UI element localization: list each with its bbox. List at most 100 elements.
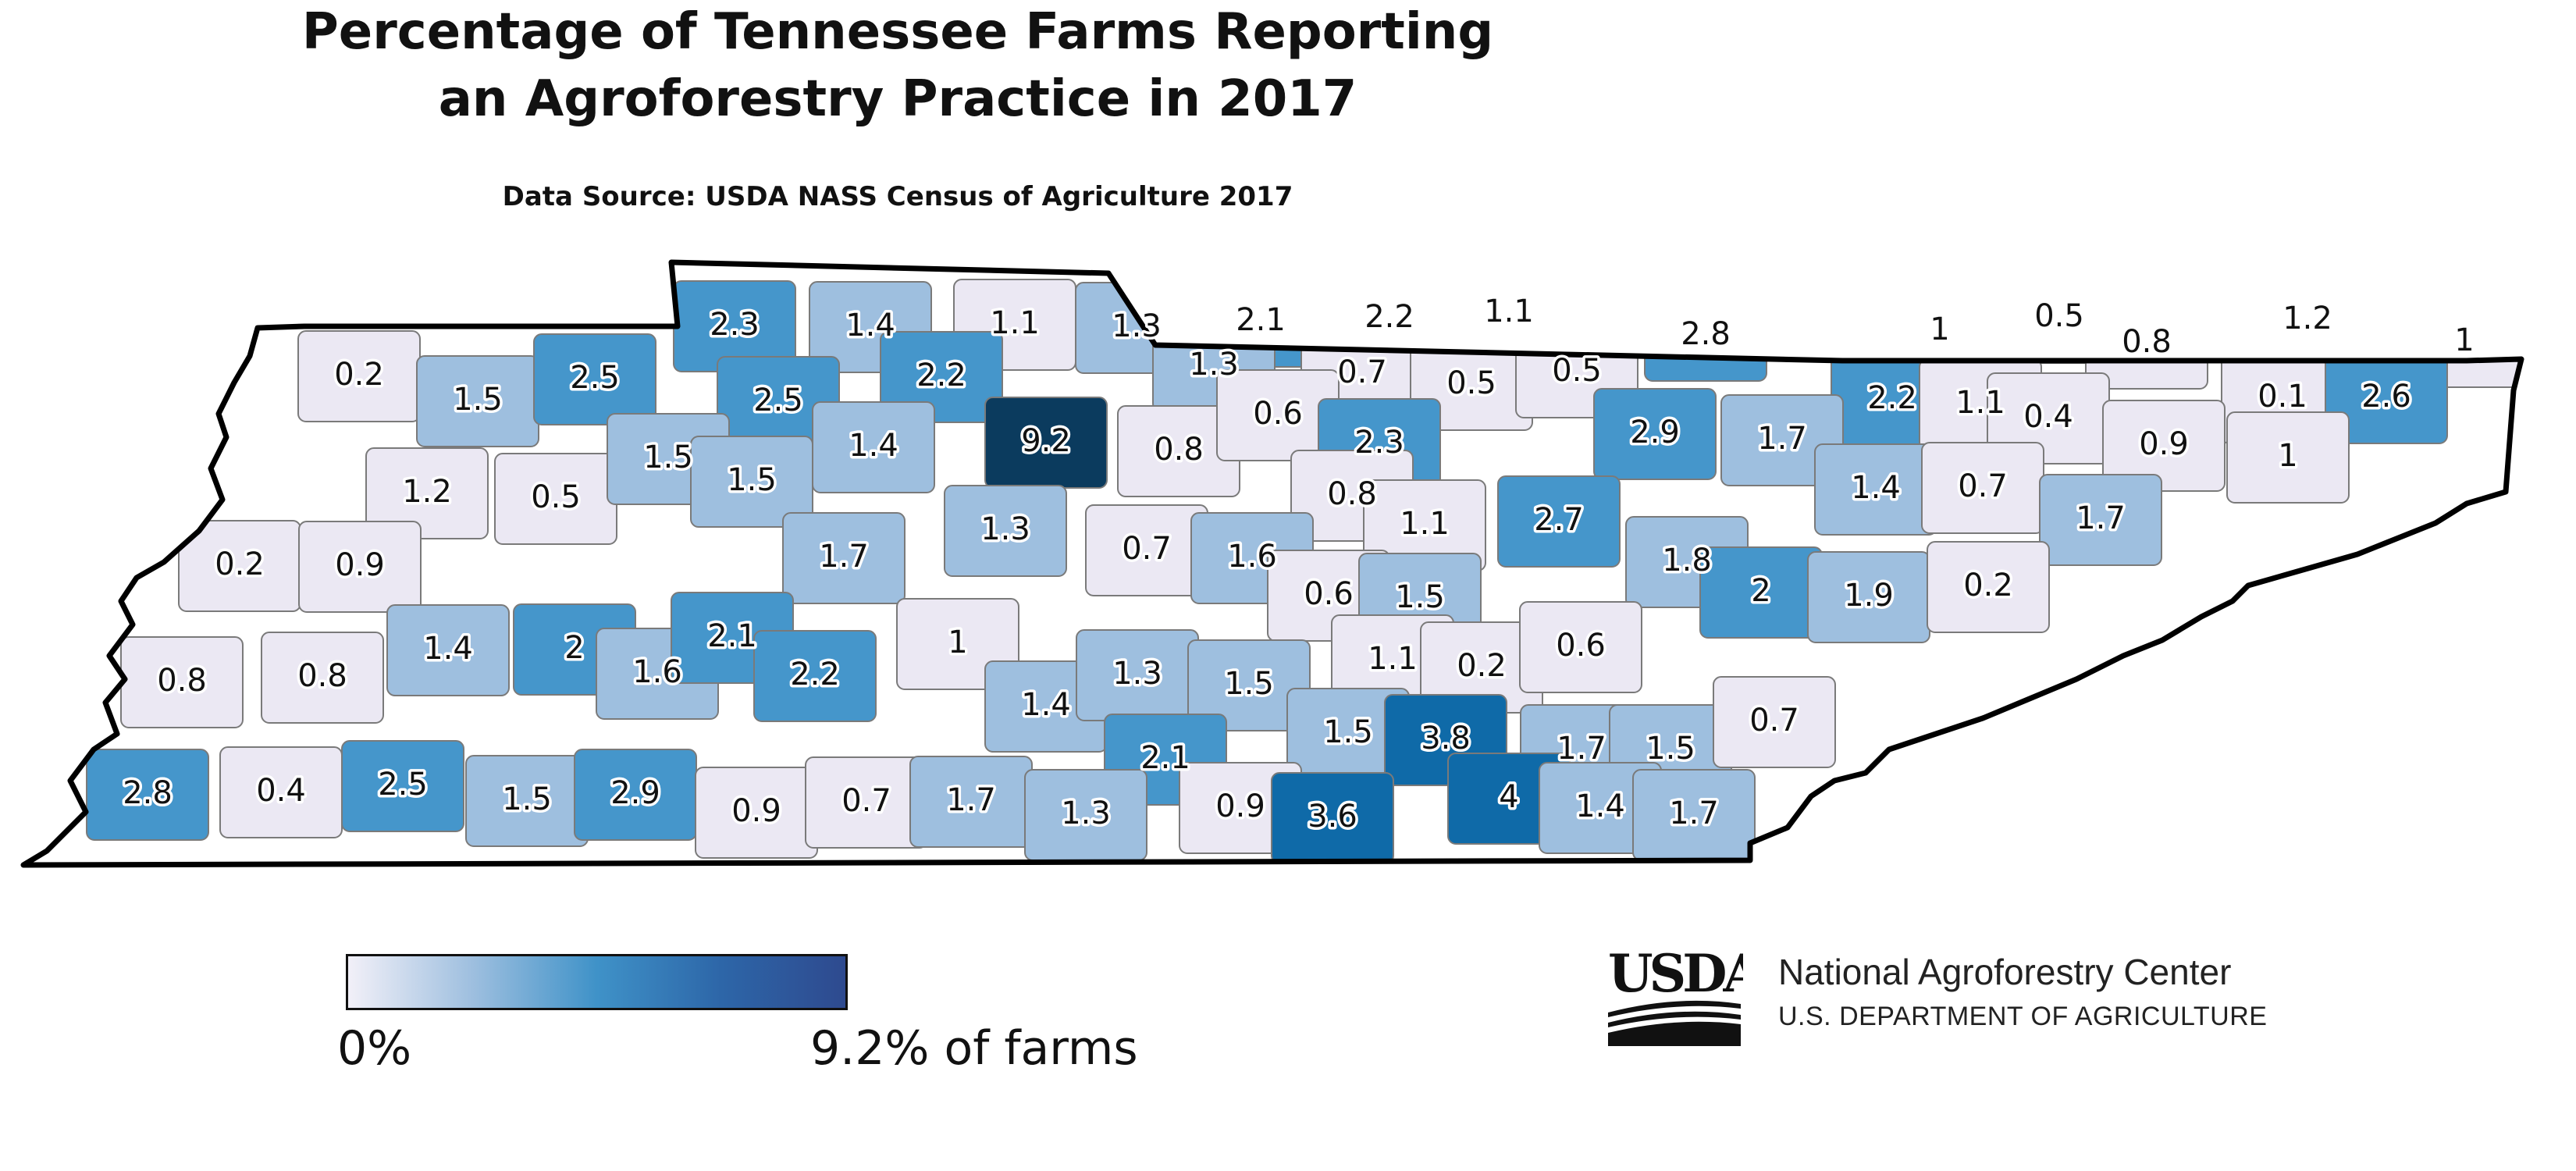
county-value-label: 0.6 xyxy=(1253,396,1303,432)
county-shape xyxy=(261,632,384,724)
county-value-label: 0.2 xyxy=(1963,568,2013,603)
county-value-label: 0.1 xyxy=(2258,379,2307,415)
county-value-label: 0.2 xyxy=(215,546,265,582)
county-shape xyxy=(812,401,935,493)
county-value-label: 1.3 xyxy=(1061,795,1111,831)
county-value-label: 1.7 xyxy=(1669,795,1719,831)
county-value-label: 1.4 xyxy=(849,428,898,464)
county-value-label: 9.2 xyxy=(1021,423,1071,459)
county-value-label: 1.5 xyxy=(643,440,693,475)
county-value-label: 2.1 xyxy=(1140,740,1190,776)
agroforestry-center-name: National Agroforestry Center xyxy=(1778,952,2232,992)
legend-min-label: 0% xyxy=(337,1021,412,1076)
county-value-label: 1.5 xyxy=(1323,714,1373,750)
county-shape xyxy=(1927,541,2050,633)
county-shape xyxy=(2039,474,2162,566)
county-value-label: 1.8 xyxy=(1662,543,1712,578)
county-value-label: 4 xyxy=(1499,779,1518,815)
county-shape xyxy=(2102,400,2226,492)
tennessee-county-map: 0.2 1.5 2.5 2.3 1.4 1.1 1.3 2.1 2.2 1.1 2.8 1 0.5 1.2… xyxy=(20,259,2524,868)
county-value-label: 0.8 xyxy=(2122,324,2172,360)
county-value-label: 0.7 xyxy=(1122,531,1172,567)
county-value-label: 0.2 xyxy=(334,357,384,393)
county-value-label: 2.1 xyxy=(1236,302,1286,338)
county-value-label: 0.9 xyxy=(731,793,781,829)
county-shape xyxy=(1713,676,1836,768)
county-shape xyxy=(2226,411,2350,504)
county-value-label: 2.5 xyxy=(570,360,620,396)
county-value-label: 1.4 xyxy=(1851,470,1901,506)
county-value-label: 2.3 xyxy=(710,307,760,343)
county-value-label: 0.4 xyxy=(2023,399,2073,435)
county-value-label: 1 xyxy=(948,625,967,660)
county-shape xyxy=(86,749,209,841)
usda-logo-text: USDA xyxy=(1608,946,1743,1004)
county-value-label: 1.7 xyxy=(2076,500,2126,536)
county-value-label: 1.2 xyxy=(402,474,452,510)
county-shape xyxy=(1519,601,1642,693)
county-value-label: 1 xyxy=(1930,311,1949,347)
county-shape xyxy=(1720,394,1844,486)
county-value-label: 1.7 xyxy=(946,782,996,818)
county-value-label: 1.5 xyxy=(1395,579,1445,615)
county-value-label: 1.1 xyxy=(990,305,1040,341)
county-value-label: 1.7 xyxy=(1757,421,1807,457)
county-value-label: 1.4 xyxy=(1021,687,1071,723)
county-value-label: 2.3 xyxy=(1354,425,1404,461)
map-title-line-2: an Agroforestry Practice in 2017 xyxy=(438,70,1357,128)
county-value-label: 1.7 xyxy=(819,539,869,575)
county-value-label: 0.8 xyxy=(157,663,207,699)
county-value-label: 0.8 xyxy=(297,658,347,694)
county-value-label: 0.9 xyxy=(2139,426,2189,462)
county-value-label: 2.2 xyxy=(1364,299,1414,335)
county-shape xyxy=(1593,388,1717,480)
county-value-label: 1.6 xyxy=(632,654,682,690)
legend-max-label: 9.2% of farms xyxy=(810,1021,1138,1076)
county-value-label: 0.8 xyxy=(1154,432,1204,468)
county-shapes xyxy=(86,267,2521,864)
county-value-label: 1.3 xyxy=(1189,347,1239,383)
county-value-label: 1.4 xyxy=(845,308,895,343)
county-value-label: 1.7 xyxy=(1557,731,1606,767)
county-value-label: 2.5 xyxy=(378,767,428,803)
county-value-label: 0.5 xyxy=(531,479,581,515)
county-value-label: 1.3 xyxy=(980,511,1030,547)
county-value-label: 0.7 xyxy=(1337,354,1387,390)
county-value-label: 1.4 xyxy=(423,631,473,667)
county-value-label: 1.5 xyxy=(502,781,552,817)
county-value-label: 0.8 xyxy=(1327,476,1377,512)
county-value-label: 2.7 xyxy=(1534,502,1584,538)
county-value-label: 0.4 xyxy=(256,773,306,809)
county-value-label: 0.7 xyxy=(1749,703,1799,739)
map-title-line-1: Percentage of Tennessee Farms Reporting xyxy=(301,3,1494,61)
county-value-label: 2.5 xyxy=(753,383,803,418)
county-value-label: 1.3 xyxy=(1112,308,1162,344)
county-shape xyxy=(880,331,1003,423)
county-value-label: 2.6 xyxy=(2361,379,2411,415)
county-value-label: 2.2 xyxy=(1867,380,1917,416)
county-value-label: 2.2 xyxy=(916,358,966,393)
county-shape xyxy=(298,521,422,613)
county-shape xyxy=(1497,475,1621,568)
county-value-label: 1.4 xyxy=(1575,788,1625,824)
county-value-label: 2 xyxy=(1751,573,1770,609)
county-value-label: 1.1 xyxy=(1400,506,1450,542)
county-value-label: 2.9 xyxy=(1630,415,1680,450)
county-value-label: 0.7 xyxy=(1958,468,2008,504)
county-value-label: 1.5 xyxy=(1646,731,1695,767)
legend-color-bar xyxy=(346,954,848,1010)
county-value-label: 2 xyxy=(564,630,584,666)
county-value-label: 0.5 xyxy=(2034,298,2084,334)
county-value-label: 1 xyxy=(2278,438,2297,474)
county-value-label: 1 xyxy=(2454,322,2474,358)
county-shape xyxy=(1187,639,1311,731)
county-value-label: 0.6 xyxy=(1304,576,1354,612)
county-value-label: 1.9 xyxy=(1844,578,1894,614)
county-value-label: 0.9 xyxy=(1215,788,1265,824)
department-name: U.S. DEPARTMENT OF AGRICULTURE xyxy=(1778,1002,2268,1031)
county-shape xyxy=(341,740,464,832)
county-value-label: 2.1 xyxy=(707,618,757,654)
county-value-label: 2.2 xyxy=(790,657,840,692)
county-value-label: 1.1 xyxy=(1955,385,2005,421)
county-value-label: 1.5 xyxy=(1224,666,1274,702)
